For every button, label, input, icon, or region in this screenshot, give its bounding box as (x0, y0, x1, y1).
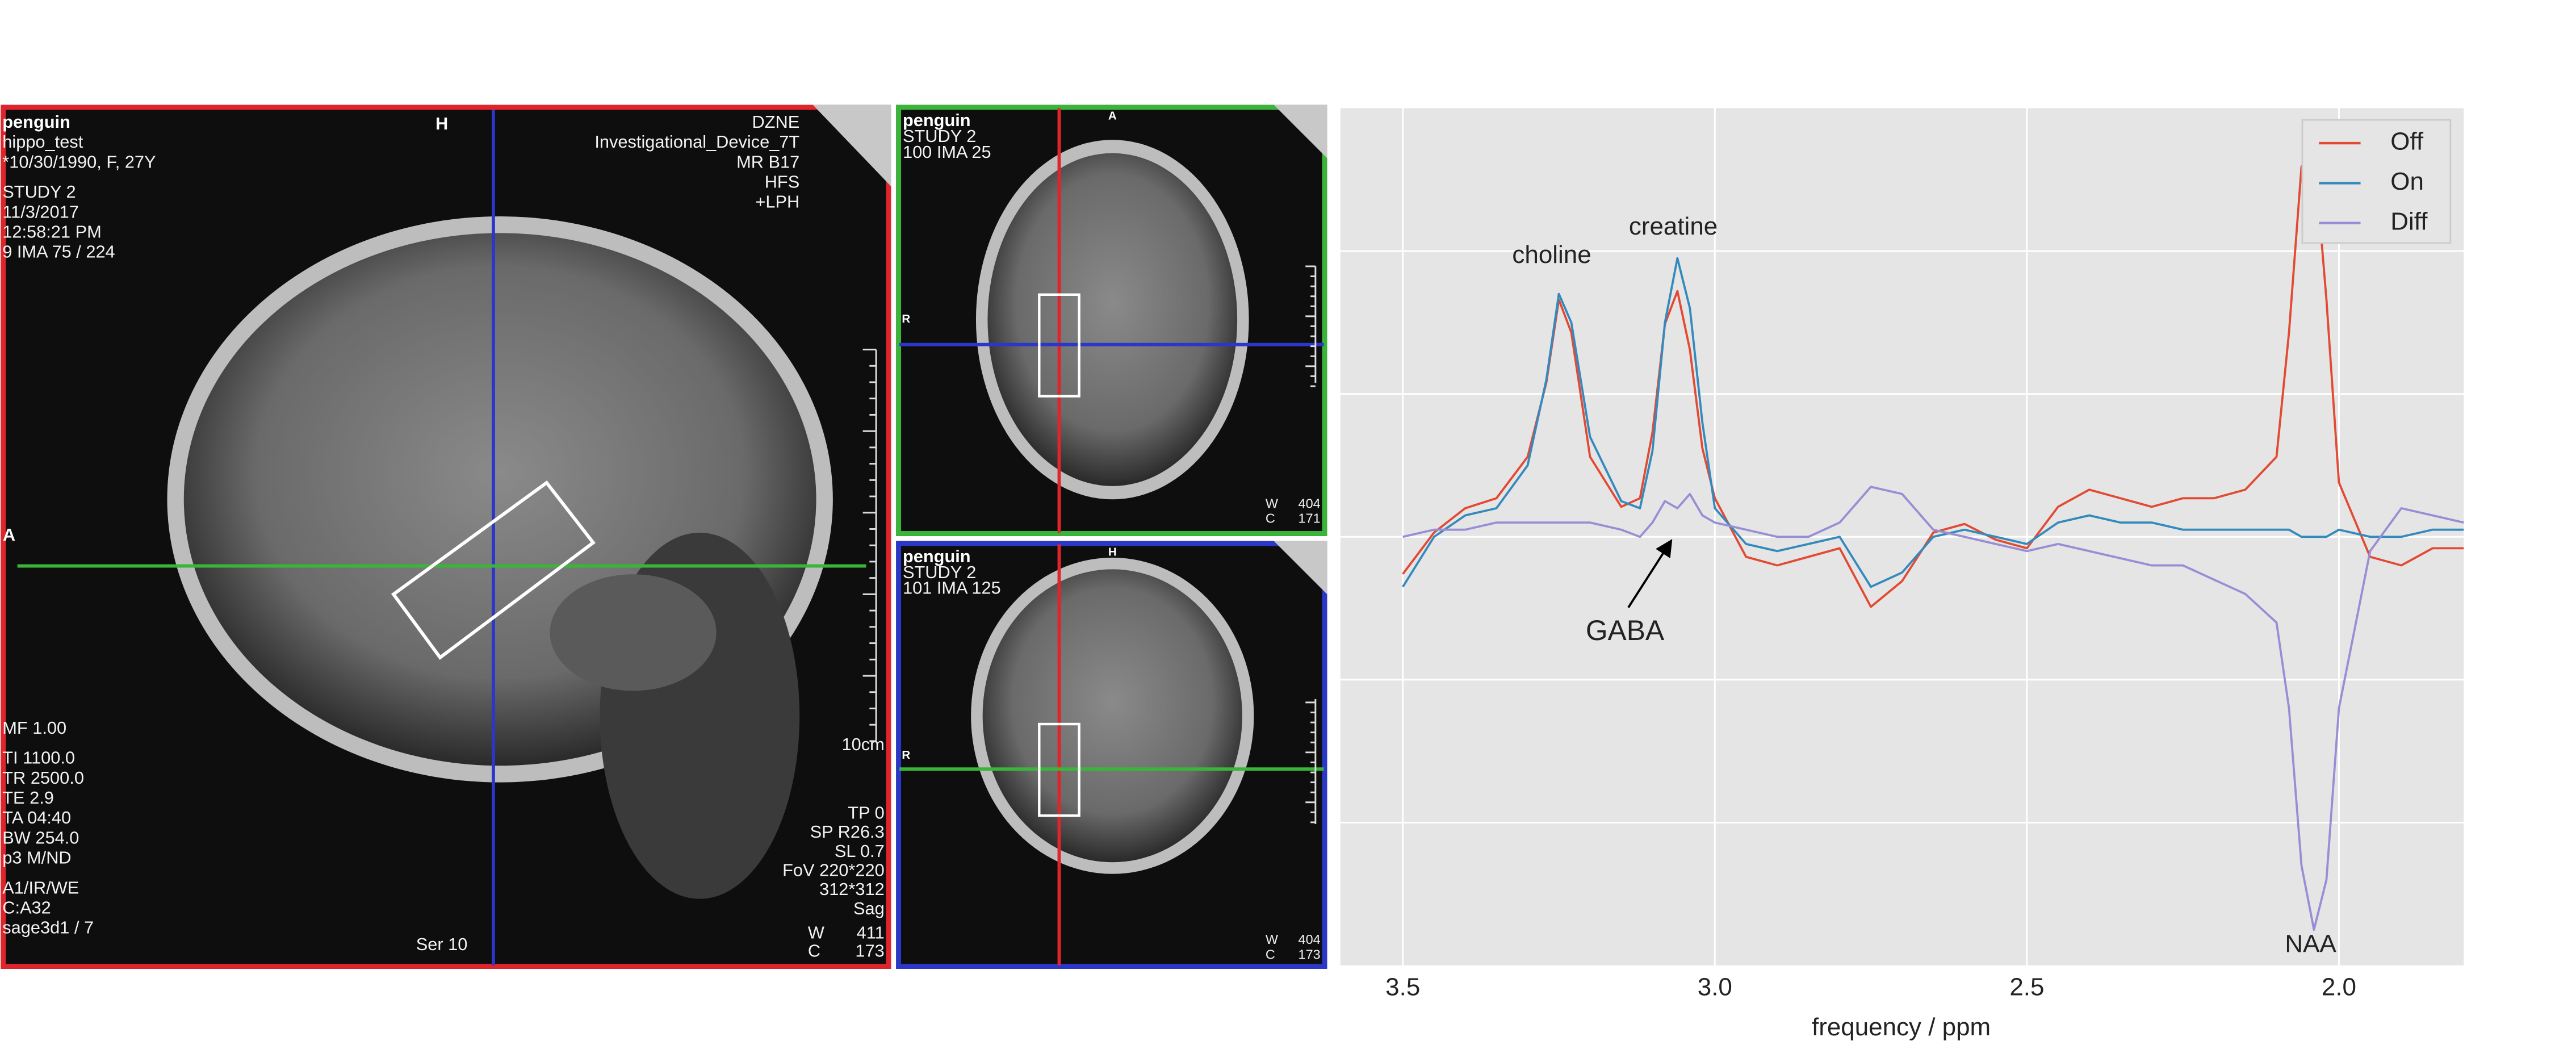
overlay-text: 9 IMA 75 / 224 (2, 242, 115, 262)
x-axis-label: frequency / ppm (1812, 1013, 1991, 1041)
overlay-text: TI 1100.0 (2, 748, 75, 768)
annotation: creatine (1629, 212, 1718, 240)
legend-label: On (2390, 168, 2424, 195)
overlay-text: SP R26.3 (810, 822, 885, 842)
overlay-text: TR 2500.0 (2, 768, 84, 788)
overlay-text: A1/IR/WE (2, 877, 79, 897)
scale-label: 10cm (841, 734, 884, 754)
corner-fold (812, 104, 891, 187)
x-tick-label: 2.0 (2322, 973, 2356, 1001)
overlay-text: 11/3/2017 (2, 202, 79, 221)
window-text: W (1266, 932, 1279, 947)
overlay-text: TE 2.9 (2, 788, 54, 808)
orientation-marker: R (902, 312, 910, 325)
panel-border (1, 104, 891, 969)
voxel-box (1038, 722, 1080, 817)
series-line (1402, 257, 2464, 588)
x-tick-label: 3.0 (1698, 973, 1732, 1001)
series-line (1402, 148, 2464, 608)
orientation-marker: R (902, 749, 910, 762)
brain (982, 569, 1242, 863)
overlay-text: Sag (853, 898, 885, 918)
overlay-text: penguin (2, 112, 70, 132)
window-text: 404 (1299, 496, 1321, 511)
overlay-text: 312*312 (819, 879, 885, 899)
orientation-marker: A (1108, 110, 1117, 123)
overlay-text: Investigational_Device_7T (594, 132, 799, 152)
overlay-text: MF 1.00 (2, 718, 66, 738)
overlay-text: BW 254.0 (2, 827, 79, 847)
legend-label: Diff (2390, 207, 2428, 235)
window-text: 173 (855, 941, 884, 961)
annotation: choline (1512, 241, 1591, 269)
axial-view (896, 104, 1327, 536)
corner-fold (1274, 104, 1327, 158)
orientation-marker: A (3, 525, 15, 545)
overlay-text: TA 04:40 (2, 808, 71, 827)
panel-border (896, 104, 1327, 536)
annotation: GABA (1586, 614, 1665, 646)
window-text: 404 (1299, 932, 1321, 947)
voxel-box (391, 480, 596, 660)
window-text: W (808, 922, 824, 942)
overlay-text: 101 IMA 125 (903, 578, 1001, 598)
voxel-box (1038, 293, 1080, 398)
overlay-text: +LPH (755, 192, 799, 212)
sagittal-view (1, 104, 891, 969)
window-text: 173 (1299, 947, 1321, 962)
legend-box (2301, 119, 2452, 244)
overlay-text: penguin (903, 546, 971, 566)
corner-fold (1274, 541, 1327, 595)
coronal-view (896, 541, 1327, 969)
series-label: Ser 10 (416, 934, 468, 954)
overlay-text: *10/30/1990, F, 27Y (2, 152, 156, 172)
window-text: 171 (1299, 511, 1321, 526)
series-line (1402, 486, 2464, 931)
overlay-text: hippo_test (2, 132, 83, 152)
panel-border (896, 541, 1327, 969)
overlay-text: penguin (903, 110, 971, 130)
overlay-text: DZNE (752, 112, 799, 132)
brain (987, 153, 1238, 486)
window-text: 411 (857, 922, 885, 942)
overlay-text: 100 IMA 25 (903, 142, 991, 162)
x-tick-label: 2.5 (2009, 973, 2044, 1001)
overlay-text: sage3d1 / 7 (2, 918, 94, 938)
window-text: C (1266, 947, 1275, 962)
overlay-text: MR B17 (736, 152, 799, 172)
overlay-text: p3 M/ND (2, 848, 71, 868)
overlay-text: TP 0 (848, 802, 884, 822)
overlay-text: SL 0.7 (835, 841, 885, 861)
overlay-text: STUDY 2 (2, 182, 76, 202)
overlay-text: 12:58:21 PM (2, 221, 101, 241)
overlay-text: STUDY 2 (903, 562, 976, 582)
legend-label: Off (2390, 128, 2424, 156)
window-text: W (1266, 496, 1279, 511)
overlay-text: STUDY 2 (903, 126, 976, 146)
overlay-text: HFS (765, 172, 800, 192)
annotation-arrow (1627, 539, 1673, 608)
window-text: C (808, 941, 820, 961)
cerebellum (550, 574, 717, 691)
annotation: NAA (2285, 930, 2336, 958)
overlay-text: FoV 220*220 (782, 860, 885, 880)
x-tick-label: 3.5 (1385, 973, 1420, 1001)
orientation-marker: H (1108, 546, 1117, 559)
spectrum-chart: frequency / ppm 3.5 3.0 2.5 2.0 choline creat… (1340, 108, 2464, 1041)
orientation-marker: H (435, 114, 448, 133)
window-text: C (1266, 511, 1275, 526)
overlay-text: C:A32 (2, 897, 51, 917)
